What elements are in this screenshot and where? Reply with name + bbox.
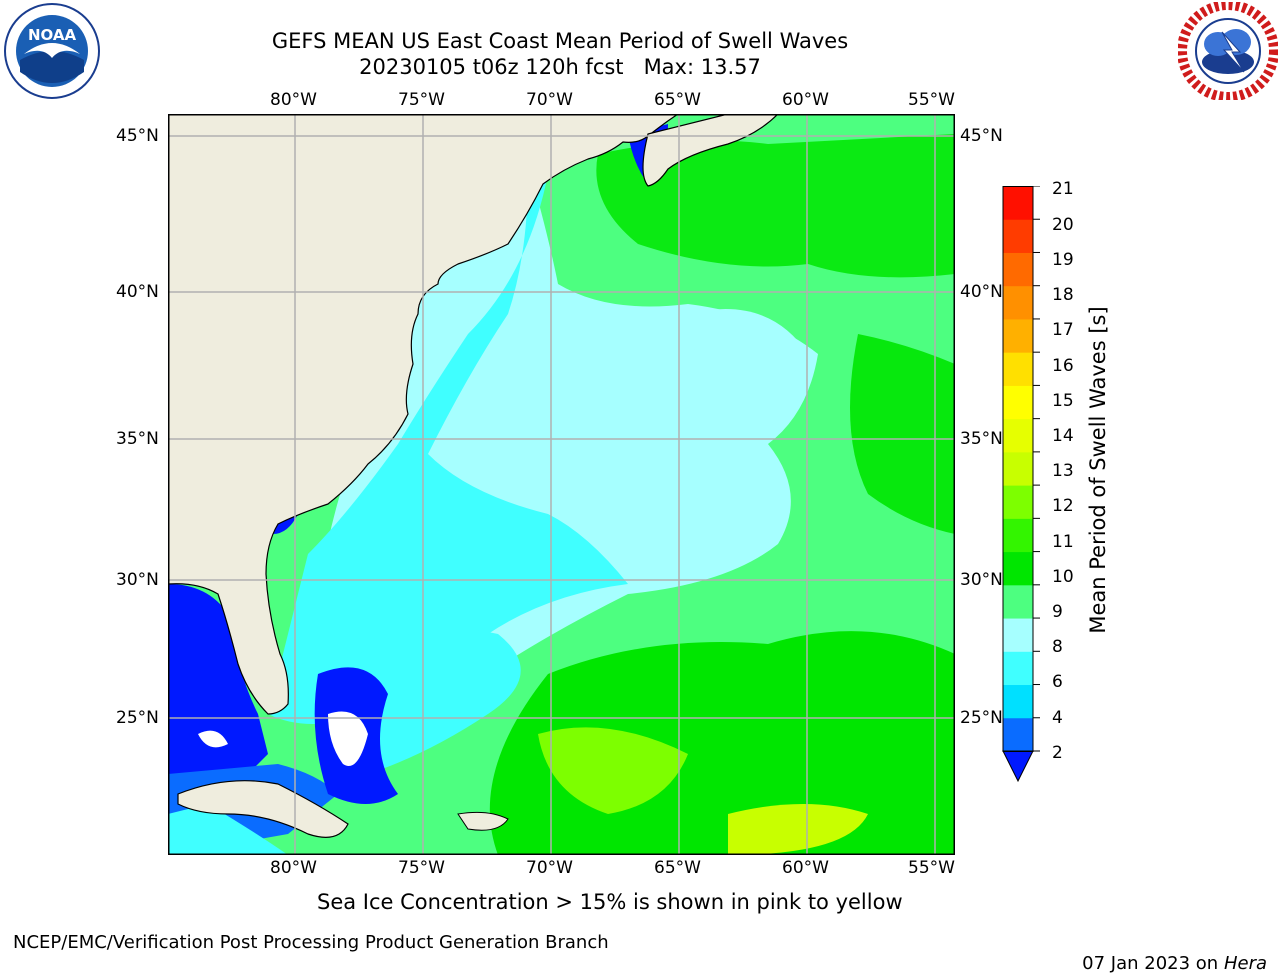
caribbean-west — [168, 804, 288, 855]
cb-tick-8: 8 — [1052, 637, 1063, 657]
colorbar-segment — [1003, 219, 1033, 253]
chart-title: GEFS MEAN US East Coast Mean Period of S… — [160, 28, 960, 80]
map-panel — [168, 114, 955, 855]
lat-tick-left-4: 25°N — [116, 708, 159, 728]
title-line-2: 20230105 t06z 120h fcst Max: 13.57 — [359, 55, 761, 79]
lon-tick-bottom-1: 75°W — [398, 858, 445, 878]
lon-tick-bottom-3: 65°W — [654, 858, 701, 878]
map-svg — [168, 114, 955, 855]
footer-date: 07 Jan 2023 on Hera — [1071, 932, 1267, 974]
lon-tick-top-1: 75°W — [398, 90, 445, 110]
bahamas-shoal — [328, 711, 368, 766]
colorbar-segment — [1003, 385, 1033, 420]
noaa-logo: NOAA — [2, 2, 102, 100]
hispaniola-land — [457, 811, 509, 831]
lon-tick-bottom-2: 70°W — [526, 858, 573, 878]
colorbar-segment — [1003, 618, 1033, 652]
colorbar-frame — [1002, 186, 1034, 752]
colorbar-segment — [1003, 518, 1033, 553]
lat-tick-right-2: 35°N — [960, 429, 1003, 449]
lon-tick-bottom-4: 60°W — [782, 858, 829, 878]
colorbar — [1000, 185, 1040, 786]
title-line-1: GEFS MEAN US East Coast Mean Period of S… — [271, 29, 849, 53]
noaa-logo-text: NOAA — [28, 26, 77, 44]
cb-tick-2: 2 — [1052, 743, 1063, 763]
cb-tick-12: 12 — [1052, 496, 1074, 516]
period-zone-6-7 — [268, 174, 628, 724]
colorbar-segment — [1003, 285, 1033, 320]
colorbar-segment — [1003, 352, 1033, 386]
cb-tick-17: 17 — [1052, 320, 1074, 340]
lon-tick-top-2: 70°W — [526, 90, 573, 110]
map-frame — [168, 114, 955, 855]
lon-tick-top-0: 80°W — [270, 90, 317, 110]
colorbar-extend-triangle — [1002, 750, 1034, 783]
lat-tick-left-3: 30°N — [116, 570, 159, 590]
lat-tick-right-0: 45°N — [960, 126, 1003, 146]
cb-tick-9: 9 — [1052, 602, 1063, 622]
cb-tick-16: 16 — [1052, 356, 1074, 376]
colorbar-segment — [1003, 418, 1033, 453]
colorbar-label: Mean Period of Swell Waves [s] — [1086, 306, 1110, 634]
cuba-land — [177, 780, 349, 838]
gulf-shoal — [198, 730, 228, 748]
cb-tick-6: 6 — [1052, 672, 1063, 692]
cb-tick-4: 4 — [1052, 708, 1063, 728]
colorbar-svg — [1002, 185, 1040, 783]
period-zone-10-11-north — [596, 134, 955, 278]
cb-tick-14: 14 — [1052, 426, 1074, 446]
colorbar-segment — [1003, 584, 1033, 619]
colorbar-segment — [1003, 318, 1033, 353]
colorbar-segment — [1003, 684, 1033, 719]
gulf-of-mexico — [168, 584, 268, 774]
cb-tick-19: 19 — [1052, 250, 1074, 270]
cb-tick-21: 21 — [1052, 179, 1074, 199]
cb-tick-13: 13 — [1052, 461, 1074, 481]
sea-ice-note: Sea Ice Concentration > 15% is shown in … — [317, 890, 903, 914]
lat-tick-left-2: 35°N — [116, 429, 159, 449]
cb-tick-20: 20 — [1052, 215, 1074, 235]
nova-scotia-land — [642, 114, 779, 187]
colorbar-segment — [1003, 252, 1033, 287]
nws-logo — [1177, 0, 1279, 102]
lat-tick-left-1: 40°N — [116, 282, 159, 302]
lon-tick-bottom-5: 55°W — [908, 858, 955, 878]
cb-tick-10: 10 — [1052, 567, 1074, 587]
colorbar-segment — [1003, 551, 1033, 586]
lat-tick-left-0: 45°N — [116, 126, 159, 146]
lat-tick-right-1: 40°N — [960, 282, 1003, 302]
period-zone-10-11-east — [850, 334, 955, 534]
cb-tick-18: 18 — [1052, 285, 1074, 305]
colorbar-segment — [1003, 451, 1033, 486]
graticule — [168, 114, 955, 855]
colorbar-segment — [1003, 186, 1033, 220]
lon-tick-top-3: 65°W — [654, 90, 701, 110]
colorbar-segment — [1003, 485, 1033, 519]
lat-tick-right-3: 30°N — [960, 570, 1003, 590]
cb-tick-11: 11 — [1052, 532, 1074, 552]
lon-tick-top-5: 55°W — [908, 90, 955, 110]
lat-tick-right-4: 25°N — [960, 708, 1003, 728]
colorbar-segment — [1003, 651, 1033, 686]
period-zone-13-south — [728, 804, 868, 855]
period-zone-7-8-east — [688, 309, 808, 386]
footer-credit: NCEP/EMC/Verification Post Processing Pr… — [13, 932, 609, 953]
lon-tick-top-4: 60°W — [782, 90, 829, 110]
lon-tick-bottom-0: 80°W — [270, 858, 317, 878]
period-zone-12-south — [538, 727, 688, 814]
footer-host: Hera — [1223, 953, 1267, 974]
colorbar-segment — [1003, 717, 1033, 752]
cb-tick-15: 15 — [1052, 391, 1074, 411]
footer-date-text: 07 Jan 2023 on — [1082, 953, 1224, 974]
